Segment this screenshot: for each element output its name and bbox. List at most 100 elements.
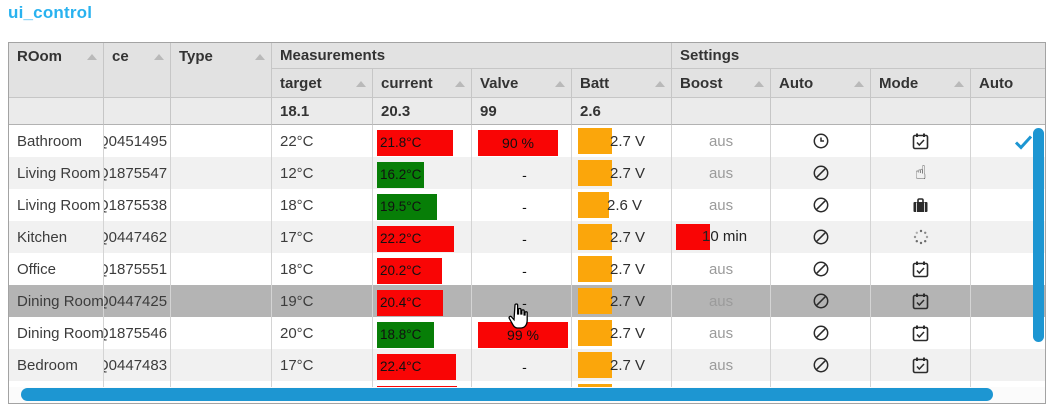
table-row-partial xyxy=(9,381,1045,387)
calendar-check-icon[interactable] xyxy=(911,292,930,309)
column-header-auto[interactable]: Auto xyxy=(771,69,872,98)
vertical-scrollbar-thumb[interactable] xyxy=(1033,128,1044,342)
auto-toggle-cell[interactable] xyxy=(771,157,872,189)
valve-cell[interactable]: - xyxy=(472,349,572,381)
type-cell xyxy=(171,253,272,285)
column-header-target[interactable]: target xyxy=(272,69,373,98)
blocked-icon[interactable] xyxy=(812,164,830,181)
valve-cell[interactable]: - xyxy=(472,285,572,317)
mode-cell[interactable] xyxy=(871,189,972,221)
battery-bar xyxy=(578,256,612,282)
valve-cell[interactable]: 99 % xyxy=(472,317,572,349)
auto-flag-cell[interactable] xyxy=(971,349,1045,381)
column-header-boost[interactable]: Boost xyxy=(672,69,772,98)
valve-cell[interactable]: - xyxy=(472,157,572,189)
valve-cell[interactable]: - xyxy=(472,221,572,253)
column-header-auto2[interactable]: Auto xyxy=(971,69,1045,98)
valve-bar[interactable]: - xyxy=(522,198,527,215)
boost-cell[interactable]: aus xyxy=(672,125,772,157)
device-cell: Q0451495 xyxy=(104,125,171,157)
boost-cell[interactable]: aus xyxy=(672,285,772,317)
boost-cell[interactable]: aus xyxy=(672,349,772,381)
boost-cell[interactable]: aus xyxy=(672,157,772,189)
auto-toggle-cell[interactable] xyxy=(771,221,872,253)
battery-cell: 2.7 V xyxy=(572,285,673,317)
type-cell xyxy=(171,349,272,381)
battery-bar xyxy=(578,384,612,387)
blocked-icon[interactable] xyxy=(812,356,830,373)
battery-bar xyxy=(578,288,612,314)
column-header-valve[interactable]: Valve xyxy=(472,69,572,98)
auto-toggle-cell[interactable] xyxy=(771,349,872,381)
device-cell: Q0447425 xyxy=(104,285,171,317)
blocked-icon[interactable] xyxy=(812,196,830,213)
valve-bar[interactable]: 90 % xyxy=(478,129,558,156)
aggregate-type xyxy=(171,98,272,125)
boost-cell[interactable]: aus xyxy=(672,189,772,221)
valve-bar[interactable]: 99 % xyxy=(478,321,568,348)
hand-icon[interactable]: ☝ xyxy=(914,162,927,184)
aggregate-batt: 2.6 xyxy=(572,98,673,125)
boost-cell[interactable]: aus xyxy=(672,253,772,285)
auto-flag-cell[interactable] xyxy=(971,125,1045,157)
calendar-check-icon[interactable] xyxy=(911,132,930,149)
valve-cell xyxy=(472,381,572,387)
mode-cell[interactable] xyxy=(871,285,972,317)
blocked-icon[interactable] xyxy=(812,260,830,277)
boost-cell[interactable]: 10 min xyxy=(672,221,772,253)
mode-cell[interactable] xyxy=(871,349,972,381)
mode-cell xyxy=(871,381,972,387)
valve-cell[interactable]: - xyxy=(472,189,572,221)
valve-bar[interactable]: - xyxy=(522,230,527,247)
column-header-batt[interactable]: Batt xyxy=(572,69,673,98)
current-temp-cell: 18.8°C xyxy=(373,317,472,349)
horizontal-scrollbar-thumb[interactable] xyxy=(21,388,993,401)
battery-cell: 2.7 V xyxy=(572,125,673,157)
valve-bar[interactable]: - xyxy=(522,262,527,279)
blocked-icon[interactable] xyxy=(812,292,830,309)
mode-cell[interactable] xyxy=(871,317,972,349)
current-temp-cell: 22.4°C xyxy=(373,349,472,381)
column-header-mode[interactable]: Mode xyxy=(871,69,972,98)
valve-bar[interactable]: - xyxy=(522,358,527,375)
current-temp-bar: 22.4°C xyxy=(377,353,456,380)
current-temp-cell: 21.8°C xyxy=(373,125,472,157)
column-header-device[interactable]: ce xyxy=(104,43,171,98)
spinner-icon[interactable] xyxy=(912,228,930,245)
calendar-check-icon[interactable] xyxy=(911,356,930,373)
battery-bar xyxy=(578,192,609,218)
blocked-icon[interactable] xyxy=(812,324,830,341)
valve-bar[interactable]: - xyxy=(522,294,527,311)
briefcase-icon[interactable] xyxy=(911,196,930,213)
mode-cell[interactable] xyxy=(871,221,972,253)
auto-toggle-cell[interactable] xyxy=(771,285,872,317)
mode-cell[interactable] xyxy=(871,125,972,157)
calendar-check-icon[interactable] xyxy=(911,260,930,277)
mode-cell[interactable]: ☝ xyxy=(871,157,972,189)
target-temp-cell: 22°C xyxy=(272,125,373,157)
auto-toggle-cell[interactable] xyxy=(771,253,872,285)
auto-toggle-cell[interactable] xyxy=(771,125,872,157)
current-temp-bar: 22.2°C xyxy=(377,225,454,252)
column-header-room[interactable]: ROom xyxy=(9,43,104,98)
battery-cell: 2.6 V xyxy=(572,189,673,221)
valve-cell[interactable]: 90 % xyxy=(472,125,572,157)
column-header-current[interactable]: current xyxy=(373,69,472,98)
column-header-type[interactable]: Type xyxy=(171,43,272,98)
valve-cell[interactable]: - xyxy=(472,253,572,285)
auto-toggle-cell[interactable] xyxy=(771,317,872,349)
room-cell: Kitchen xyxy=(9,221,104,253)
clock-icon[interactable] xyxy=(812,132,830,149)
mode-cell[interactable] xyxy=(871,253,972,285)
battery-bar xyxy=(578,352,612,378)
blocked-icon[interactable] xyxy=(812,228,830,245)
calendar-check-icon[interactable] xyxy=(911,324,930,341)
current-temp-cell: 19.5°C xyxy=(373,189,472,221)
valve-bar[interactable]: - xyxy=(522,166,527,183)
check-icon[interactable] xyxy=(1014,132,1033,150)
current-temp-cell xyxy=(373,381,472,387)
room-cell: Bathroom xyxy=(9,125,104,157)
auto-toggle-cell[interactable] xyxy=(771,189,872,221)
table-row: Bathroom Q0451495 22°C 21.8°C 90 % 2.7 V… xyxy=(9,125,1045,157)
boost-cell[interactable]: aus xyxy=(672,317,772,349)
